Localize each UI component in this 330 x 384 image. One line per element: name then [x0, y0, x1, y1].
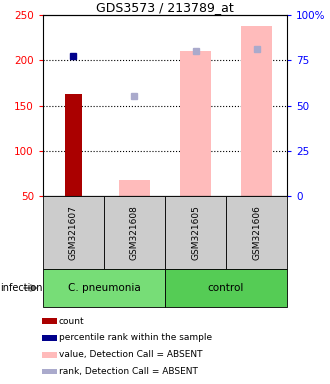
Bar [42, 318, 56, 324]
Bar [42, 352, 56, 358]
Bar [104, 196, 165, 269]
Bar [180, 51, 211, 196]
Bar [42, 369, 56, 374]
Bar [226, 196, 287, 269]
Bar [241, 26, 272, 196]
Text: infection: infection [0, 283, 43, 293]
Bar [42, 335, 56, 341]
Text: value, Detection Call = ABSENT: value, Detection Call = ABSENT [59, 350, 202, 359]
Text: GSM321606: GSM321606 [252, 205, 261, 260]
Text: C. pneumonia: C. pneumonia [68, 283, 140, 293]
Text: GSM321607: GSM321607 [69, 205, 78, 260]
Bar [65, 94, 82, 196]
Bar [43, 196, 104, 269]
Title: GDS3573 / 213789_at: GDS3573 / 213789_at [96, 1, 234, 14]
Text: GSM321605: GSM321605 [191, 205, 200, 260]
Bar [43, 269, 165, 307]
Text: count: count [59, 316, 84, 326]
Text: rank, Detection Call = ABSENT: rank, Detection Call = ABSENT [59, 367, 197, 376]
Bar [165, 269, 287, 307]
Text: GSM321608: GSM321608 [130, 205, 139, 260]
Text: percentile rank within the sample: percentile rank within the sample [59, 333, 212, 343]
Bar [165, 196, 226, 269]
Bar [119, 180, 150, 196]
Text: control: control [208, 283, 244, 293]
